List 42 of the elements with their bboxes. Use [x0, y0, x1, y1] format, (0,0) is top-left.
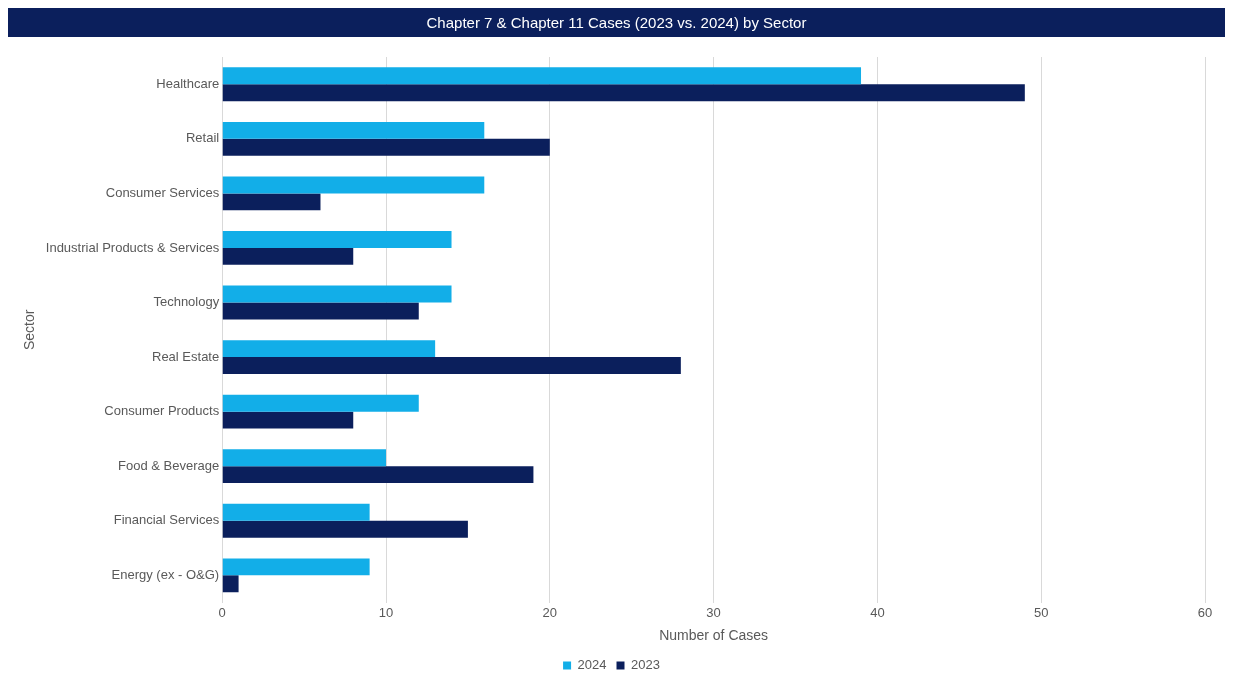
bar [222, 558, 370, 576]
y-tick-label: Real Estate [152, 348, 220, 364]
y-tick-label: Industrial Products & Services [45, 239, 220, 255]
y-tick-label: Financial Services [113, 512, 220, 528]
bar [222, 121, 485, 139]
bar [222, 138, 550, 156]
y-tick-label: Healthcare [156, 75, 220, 91]
bar [222, 231, 452, 248]
bar [222, 67, 862, 85]
bar [222, 449, 386, 467]
y-tick-label: Consumer Services [105, 184, 220, 200]
bar [222, 340, 436, 358]
bar [222, 193, 321, 211]
bar [222, 466, 534, 484]
chart-title: Chapter 7 & Chapter 11 Cases (2023 vs. 2024) by Sector [8, 8, 1225, 37]
bar [222, 302, 419, 320]
x-tick-label: 20 [542, 604, 558, 620]
y-tick-label: Consumer Products [104, 403, 220, 419]
x-tick-label: 0 [218, 604, 226, 620]
bar [222, 285, 452, 303]
bar [222, 357, 681, 374]
x-tick-label: 60 [1197, 604, 1213, 620]
bar [222, 84, 1025, 102]
y-tick-label: Technology [153, 294, 220, 310]
bar [222, 411, 354, 429]
bar [222, 520, 468, 538]
x-tick-label: 40 [870, 604, 885, 620]
x-tick-label: 10 [378, 604, 394, 620]
x-tick-label: 50 [1033, 604, 1049, 620]
bar [222, 503, 370, 521]
y-tick-label: Energy (ex - O&G) [111, 566, 220, 582]
y-axis-title: Sector [21, 309, 38, 351]
x-tick-label: 30 [706, 604, 721, 620]
bar [222, 575, 239, 593]
x-axis-title: Number of Cases [659, 627, 769, 644]
legend-label: 2023 [631, 657, 660, 673]
bar [222, 176, 485, 194]
bar [222, 394, 419, 412]
legend-label: 2024 [577, 657, 607, 673]
bar [222, 247, 354, 265]
y-tick-label: Food & Beverage [118, 457, 220, 473]
y-tick-label: Retail [185, 130, 220, 146]
